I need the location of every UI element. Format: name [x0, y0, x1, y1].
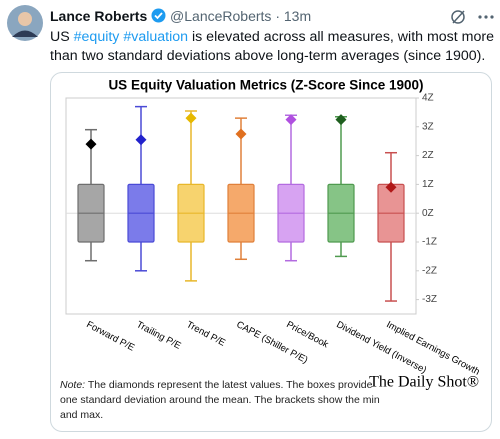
avatar[interactable] [6, 4, 44, 42]
plot-frame [65, 97, 417, 315]
handle[interactable]: @LanceRoberts [170, 8, 272, 24]
tweet-text: US #equity #valuation is elevated across… [50, 28, 495, 66]
verified-badge [151, 8, 166, 23]
y-tick-label: -2Z [422, 265, 437, 276]
tweet-actions[interactable] [450, 8, 496, 26]
latest-marker [185, 112, 197, 124]
y-tick-label: 1Z [422, 179, 434, 190]
x-tick-label: Implied Earnings Growth [384, 319, 481, 378]
latest-marker [135, 134, 147, 146]
latest-marker [285, 114, 297, 126]
y-tick-label: -1Z [422, 237, 437, 248]
y-tick-label: 0Z [422, 208, 434, 219]
latest-marker [85, 138, 97, 150]
x-tick-label: Forward P/E [84, 319, 136, 353]
y-tick-label: -3Z [422, 294, 437, 305]
y-tick-label: 3Z [422, 121, 434, 132]
y-tick-label: 4Z [422, 93, 434, 104]
x-tick-label: Trend P/E [184, 319, 227, 349]
latest-marker [335, 114, 347, 126]
latest-marker [385, 181, 397, 193]
x-tick-label: Trailing P/E [134, 319, 182, 352]
author-name[interactable]: Lance Roberts [50, 8, 148, 24]
hashtag[interactable]: #equity [73, 29, 120, 45]
source: The Daily Shot® [369, 374, 479, 391]
tweet-header: Lance Roberts @LanceRoberts · 13m [50, 8, 311, 24]
text: US [50, 29, 74, 45]
note-label: Note: [60, 379, 86, 391]
note: Note: The diamonds represent the latest … [60, 378, 390, 423]
y-tick-label: 2Z [422, 150, 434, 161]
chart: US Equity Valuation Metrics (Z-Score Sin… [65, 78, 481, 391]
chart-title: US Equity Valuation Metrics (Z-Score Sin… [108, 78, 423, 93]
text: is elevated across all measures, with mo… [50, 29, 494, 64]
media-card[interactable]: US Equity Valuation Metrics (Z-Score Sin… [50, 72, 492, 432]
separator: · [275, 8, 280, 24]
x-tick-label: Dividend Yield (Inverse) [334, 319, 428, 376]
latest-marker [235, 128, 247, 140]
hashtag[interactable]: #valuation [123, 29, 189, 45]
timestamp[interactable]: 13m [283, 8, 312, 24]
note-text: The diamonds represent the latest values… [60, 379, 380, 421]
